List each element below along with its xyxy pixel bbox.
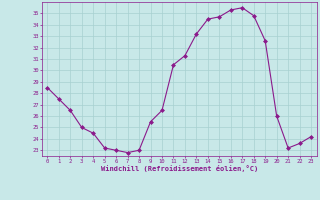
X-axis label: Windchill (Refroidissement éolien,°C): Windchill (Refroidissement éolien,°C) <box>100 165 258 172</box>
